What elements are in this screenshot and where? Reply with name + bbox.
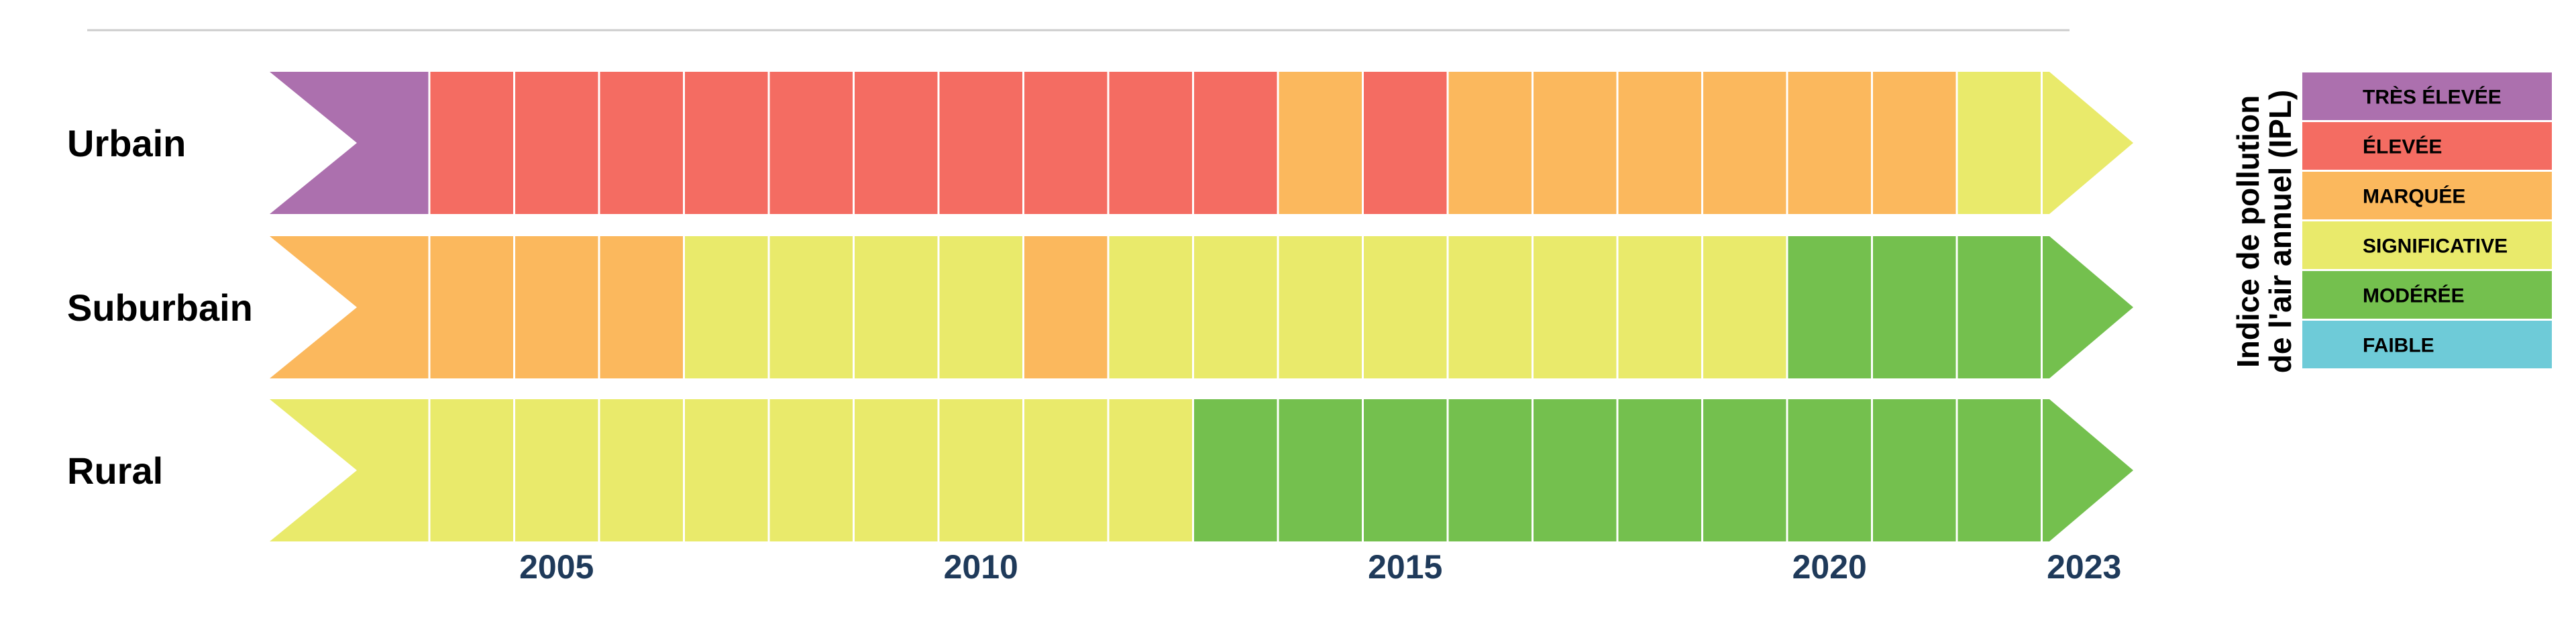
row-label-rural: Rural — [67, 450, 163, 492]
row-label-suburbain: Suburbain — [67, 286, 253, 329]
cell-suburbain-2010 — [939, 236, 1022, 378]
legend-label-tres_elevee: TRÈS ÉLEVÉE — [2363, 86, 2502, 109]
cell-urbain-2006 — [600, 72, 683, 214]
cell-rural-2015 — [1364, 399, 1447, 541]
cell-urbain-2021 — [1873, 72, 1956, 214]
cell-rural-2009 — [855, 399, 938, 541]
cell-rural-2003 — [270, 399, 429, 541]
year-label-2005: 2005 — [519, 548, 594, 586]
cell-urbain-2010 — [939, 72, 1022, 214]
legend-label-elevee: ÉLEVÉE — [2363, 136, 2442, 158]
cell-suburbain-2013 — [1194, 236, 1277, 378]
legend-label-faible: FAIBLE — [2363, 335, 2434, 357]
cell-suburbain-2005 — [515, 236, 598, 378]
cell-urbain-2013 — [1194, 72, 1277, 214]
cell-urbain-2014 — [1279, 72, 1362, 214]
legend-swatch-elevee — [2302, 122, 2552, 170]
cell-suburbain-2017 — [1534, 236, 1617, 378]
year-label-2015: 2015 — [1368, 548, 1442, 586]
legend: TRÈS ÉLEVÉE ÉLEVÉE MARQUÉE SIGNIFICATIVE MOD… — [2231, 72, 2552, 373]
legend-swatch-moderee — [2302, 271, 2552, 319]
cell-suburbain-2008 — [769, 236, 853, 378]
cell-suburbain-2011 — [1024, 236, 1108, 378]
cell-rural-2013 — [1194, 399, 1277, 541]
cell-suburbain-2019 — [1703, 236, 1786, 378]
legend-label-significative: SIGNIFICATIVE — [2363, 235, 2508, 258]
cell-suburbain-2015 — [1364, 236, 1447, 378]
cell-urbain-2022 — [1957, 72, 2041, 214]
cell-urbain-2018 — [1618, 72, 1701, 214]
cell-urbain-2008 — [769, 72, 853, 214]
cell-urbain-2011 — [1024, 72, 1108, 214]
cell-rural-2022 — [1957, 399, 2041, 541]
cell-rural-2011 — [1024, 399, 1108, 541]
cell-suburbain-2020 — [1788, 236, 1871, 378]
cell-suburbain-2016 — [1448, 236, 1532, 378]
cell-urbain-2004 — [430, 72, 513, 214]
cell-suburbain-2018 — [1618, 236, 1701, 378]
cell-rural-2005 — [515, 399, 598, 541]
legend-swatch-tres_elevee — [2302, 72, 2552, 120]
cell-rural-2016 — [1448, 399, 1532, 541]
cell-urbain-2012 — [1109, 72, 1192, 214]
cell-rural-2019 — [1703, 399, 1786, 541]
year-label-2023: 2023 — [2047, 548, 2121, 586]
cell-rural-2008 — [769, 399, 853, 541]
cell-urbain-2019 — [1703, 72, 1786, 214]
year-label-2010: 2010 — [944, 548, 1018, 586]
cell-suburbain-2014 — [1279, 236, 1362, 378]
cell-urbain-2023 — [2043, 72, 2133, 214]
cell-rural-2023 — [2043, 399, 2133, 541]
cell-urbain-2020 — [1788, 72, 1871, 214]
cell-urbain-2003 — [270, 72, 429, 214]
rows-group — [270, 72, 2133, 541]
cell-urbain-2016 — [1448, 72, 1532, 214]
cell-suburbain-2022 — [1957, 236, 2041, 378]
cell-suburbain-2007 — [685, 236, 768, 378]
cell-rural-2006 — [600, 399, 683, 541]
cell-suburbain-2003 — [270, 236, 429, 378]
cell-suburbain-2006 — [600, 236, 683, 378]
row-urbain — [270, 72, 2133, 214]
year-label-2020: 2020 — [1792, 548, 1867, 586]
cell-urbain-2017 — [1534, 72, 1617, 214]
legend-title-line-2: de l'air annuel (IPL) — [2263, 90, 2298, 373]
cell-rural-2021 — [1873, 399, 1956, 541]
cell-suburbain-2021 — [1873, 236, 1956, 378]
cell-rural-2017 — [1534, 399, 1617, 541]
cell-suburbain-2012 — [1109, 236, 1192, 378]
cell-suburbain-2004 — [430, 236, 513, 378]
row-rural — [270, 399, 2133, 541]
cell-rural-2004 — [430, 399, 513, 541]
legend-swatch-significative — [2302, 221, 2552, 269]
row-labels-group: Urbain Suburbain Rural — [67, 122, 253, 492]
year-labels-group: 2005 2010 2015 2020 2023 — [519, 548, 2121, 586]
cell-urbain-2007 — [685, 72, 768, 214]
row-label-urbain: Urbain — [67, 122, 186, 164]
cell-rural-2012 — [1109, 399, 1192, 541]
cell-urbain-2009 — [855, 72, 938, 214]
cell-rural-2018 — [1618, 399, 1701, 541]
legend-label-marquee: MARQUÉE — [2363, 185, 2465, 208]
cell-suburbain-2023 — [2043, 236, 2133, 378]
cell-rural-2010 — [939, 399, 1022, 541]
cell-suburbain-2009 — [855, 236, 938, 378]
cell-rural-2020 — [1788, 399, 1871, 541]
cell-rural-2014 — [1279, 399, 1362, 541]
legend-title-line-1: Indice de pollution — [2231, 95, 2265, 368]
legend-label-moderee: MODÉRÉE — [2363, 284, 2465, 307]
cell-urbain-2015 — [1364, 72, 1447, 214]
legend-swatch-faible — [2302, 321, 2552, 368]
cell-rural-2007 — [685, 399, 768, 541]
row-suburbain — [270, 236, 2133, 378]
legend-swatch-marquee — [2302, 172, 2552, 219]
cell-urbain-2005 — [515, 72, 598, 214]
